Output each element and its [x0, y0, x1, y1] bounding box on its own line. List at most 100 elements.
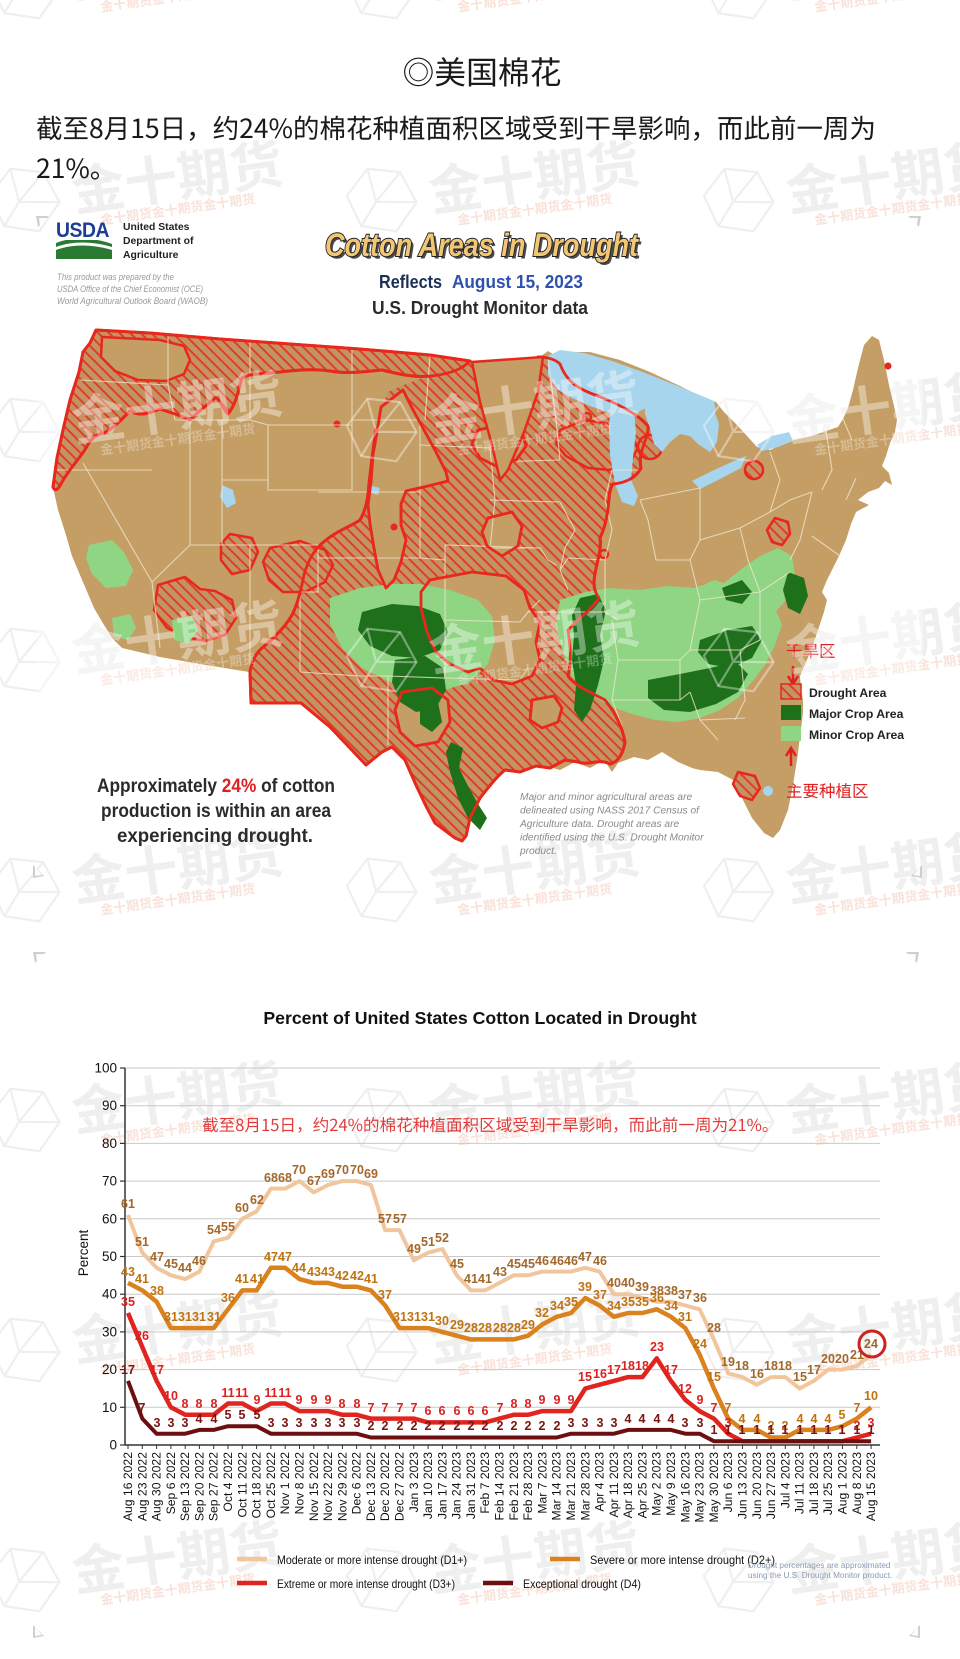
svg-text:4: 4	[639, 1412, 646, 1426]
svg-text:43: 43	[307, 1265, 321, 1279]
svg-text:1: 1	[711, 1423, 718, 1437]
svg-text:11: 11	[278, 1386, 291, 1400]
svg-text:7: 7	[411, 1401, 418, 1415]
svg-text:2: 2	[397, 1419, 404, 1433]
svg-text:17: 17	[607, 1363, 621, 1377]
svg-text:42: 42	[335, 1269, 349, 1283]
svg-text:delineated using NASS 2017 Cen: delineated using NASS 2017 Census of	[520, 806, 700, 817]
svg-text:47: 47	[150, 1250, 164, 1264]
svg-text:Minor Crop Area: Minor Crop Area	[809, 728, 904, 742]
svg-text:Agriculture: Agriculture	[123, 250, 179, 261]
svg-text:8: 8	[511, 1397, 518, 1411]
svg-text:46: 46	[535, 1254, 549, 1268]
svg-text:Approximately 24% of cotton: Approximately 24% of cotton	[97, 776, 335, 797]
svg-text:3: 3	[725, 1416, 732, 1430]
svg-text:USDA Office of the Chief Econo: USDA Office of the Chief Economist (OCE)	[57, 284, 203, 294]
svg-text:Dec 27 2022: Dec 27 2022	[393, 1452, 407, 1521]
svg-text:9: 9	[554, 1393, 561, 1407]
svg-text:1: 1	[839, 1423, 846, 1437]
svg-text:Sep 27 2022: Sep 27 2022	[207, 1452, 221, 1521]
svg-text:38: 38	[664, 1284, 678, 1298]
svg-text:7: 7	[725, 1401, 732, 1415]
svg-text:Jan 24 2023: Jan 24 2023	[450, 1452, 464, 1519]
svg-text:49: 49	[407, 1242, 421, 1256]
svg-text:39: 39	[635, 1280, 649, 1294]
svg-text:4: 4	[825, 1412, 832, 1426]
svg-text:70: 70	[102, 1174, 117, 1189]
svg-text:Drought percentages are approx: Drought percentages are approximated	[748, 1561, 891, 1570]
svg-text:40: 40	[621, 1276, 635, 1290]
svg-text:4: 4	[625, 1412, 632, 1426]
svg-text:4: 4	[668, 1412, 675, 1426]
svg-text:Apr 25 2023: Apr 25 2023	[635, 1452, 649, 1519]
svg-text:24: 24	[864, 1337, 878, 1351]
svg-text:Aug 30 2022: Aug 30 2022	[150, 1452, 164, 1521]
svg-text:9: 9	[539, 1393, 546, 1407]
svg-text:20: 20	[821, 1352, 835, 1366]
svg-text:4: 4	[754, 1412, 761, 1426]
svg-text:11: 11	[235, 1386, 248, 1400]
svg-text:6: 6	[454, 1404, 461, 1418]
svg-text:Oct 11 2022: Oct 11 2022	[235, 1452, 249, 1518]
svg-text:Mar 14 2023: Mar 14 2023	[550, 1452, 564, 1521]
svg-text:20: 20	[835, 1352, 849, 1366]
svg-text:43: 43	[321, 1265, 335, 1279]
svg-text:Mar 21 2023: Mar 21 2023	[564, 1452, 578, 1521]
svg-text:46: 46	[550, 1254, 564, 1268]
svg-text:3: 3	[268, 1416, 275, 1430]
svg-text:45: 45	[507, 1257, 521, 1271]
svg-text:Dec 13 2022: Dec 13 2022	[364, 1452, 378, 1521]
svg-text:18: 18	[735, 1359, 749, 1373]
svg-text:28: 28	[478, 1321, 492, 1335]
svg-text:1: 1	[754, 1423, 761, 1437]
svg-text:1: 1	[868, 1423, 875, 1437]
svg-text:57: 57	[393, 1212, 407, 1226]
svg-text:11: 11	[264, 1386, 277, 1400]
svg-text:23: 23	[650, 1340, 664, 1354]
svg-text:36: 36	[650, 1291, 664, 1305]
svg-text:31: 31	[178, 1310, 192, 1324]
svg-text:2: 2	[454, 1419, 461, 1433]
svg-text:3: 3	[697, 1416, 704, 1430]
svg-text:46: 46	[192, 1254, 206, 1268]
svg-text:Aug 1 2023: Aug 1 2023	[836, 1452, 850, 1515]
svg-text:Major and minor agricultural a: Major and minor agricultural areas are	[520, 792, 692, 803]
svg-text:May 9 2023: May 9 2023	[664, 1452, 678, 1516]
svg-text:4: 4	[811, 1412, 818, 1426]
svg-text:31: 31	[421, 1310, 435, 1324]
svg-text:Jun 13 2023: Jun 13 2023	[736, 1452, 750, 1519]
svg-text:45: 45	[164, 1257, 178, 1271]
svg-text:Nov 15 2022: Nov 15 2022	[307, 1452, 321, 1521]
svg-text:55: 55	[221, 1220, 235, 1234]
svg-text:Major Crop Area: Major Crop Area	[809, 707, 904, 721]
svg-text:1: 1	[797, 1423, 804, 1437]
svg-text:80: 80	[102, 1136, 117, 1151]
svg-text:46: 46	[593, 1254, 607, 1268]
svg-text:2: 2	[768, 1419, 775, 1433]
svg-text:31: 31	[407, 1310, 421, 1324]
svg-text:Jan 31 2023: Jan 31 2023	[464, 1452, 478, 1519]
svg-text:3: 3	[325, 1416, 332, 1430]
svg-text:United States: United States	[123, 222, 190, 233]
svg-text:Feb 7 2023: Feb 7 2023	[478, 1452, 492, 1514]
svg-text:1: 1	[725, 1423, 732, 1437]
svg-text:38: 38	[150, 1284, 164, 1298]
svg-text:40: 40	[102, 1287, 117, 1302]
svg-text:1: 1	[768, 1423, 775, 1437]
svg-text:29: 29	[521, 1318, 535, 1332]
svg-text:30: 30	[435, 1314, 449, 1328]
svg-text:24: 24	[693, 1337, 707, 1351]
svg-text:5: 5	[839, 1408, 846, 1422]
svg-text:68: 68	[278, 1171, 292, 1185]
svg-text:3: 3	[354, 1416, 361, 1430]
svg-text:19: 19	[721, 1355, 735, 1369]
svg-text:5: 5	[225, 1408, 232, 1422]
svg-text:31: 31	[678, 1310, 692, 1324]
svg-text:3: 3	[611, 1416, 618, 1430]
svg-text:8: 8	[525, 1397, 532, 1411]
svg-text:28: 28	[493, 1321, 507, 1335]
svg-text:35: 35	[121, 1295, 135, 1309]
svg-text:31: 31	[164, 1310, 178, 1324]
svg-text:Drought Area: Drought Area	[809, 686, 887, 700]
svg-text:41: 41	[464, 1272, 478, 1286]
